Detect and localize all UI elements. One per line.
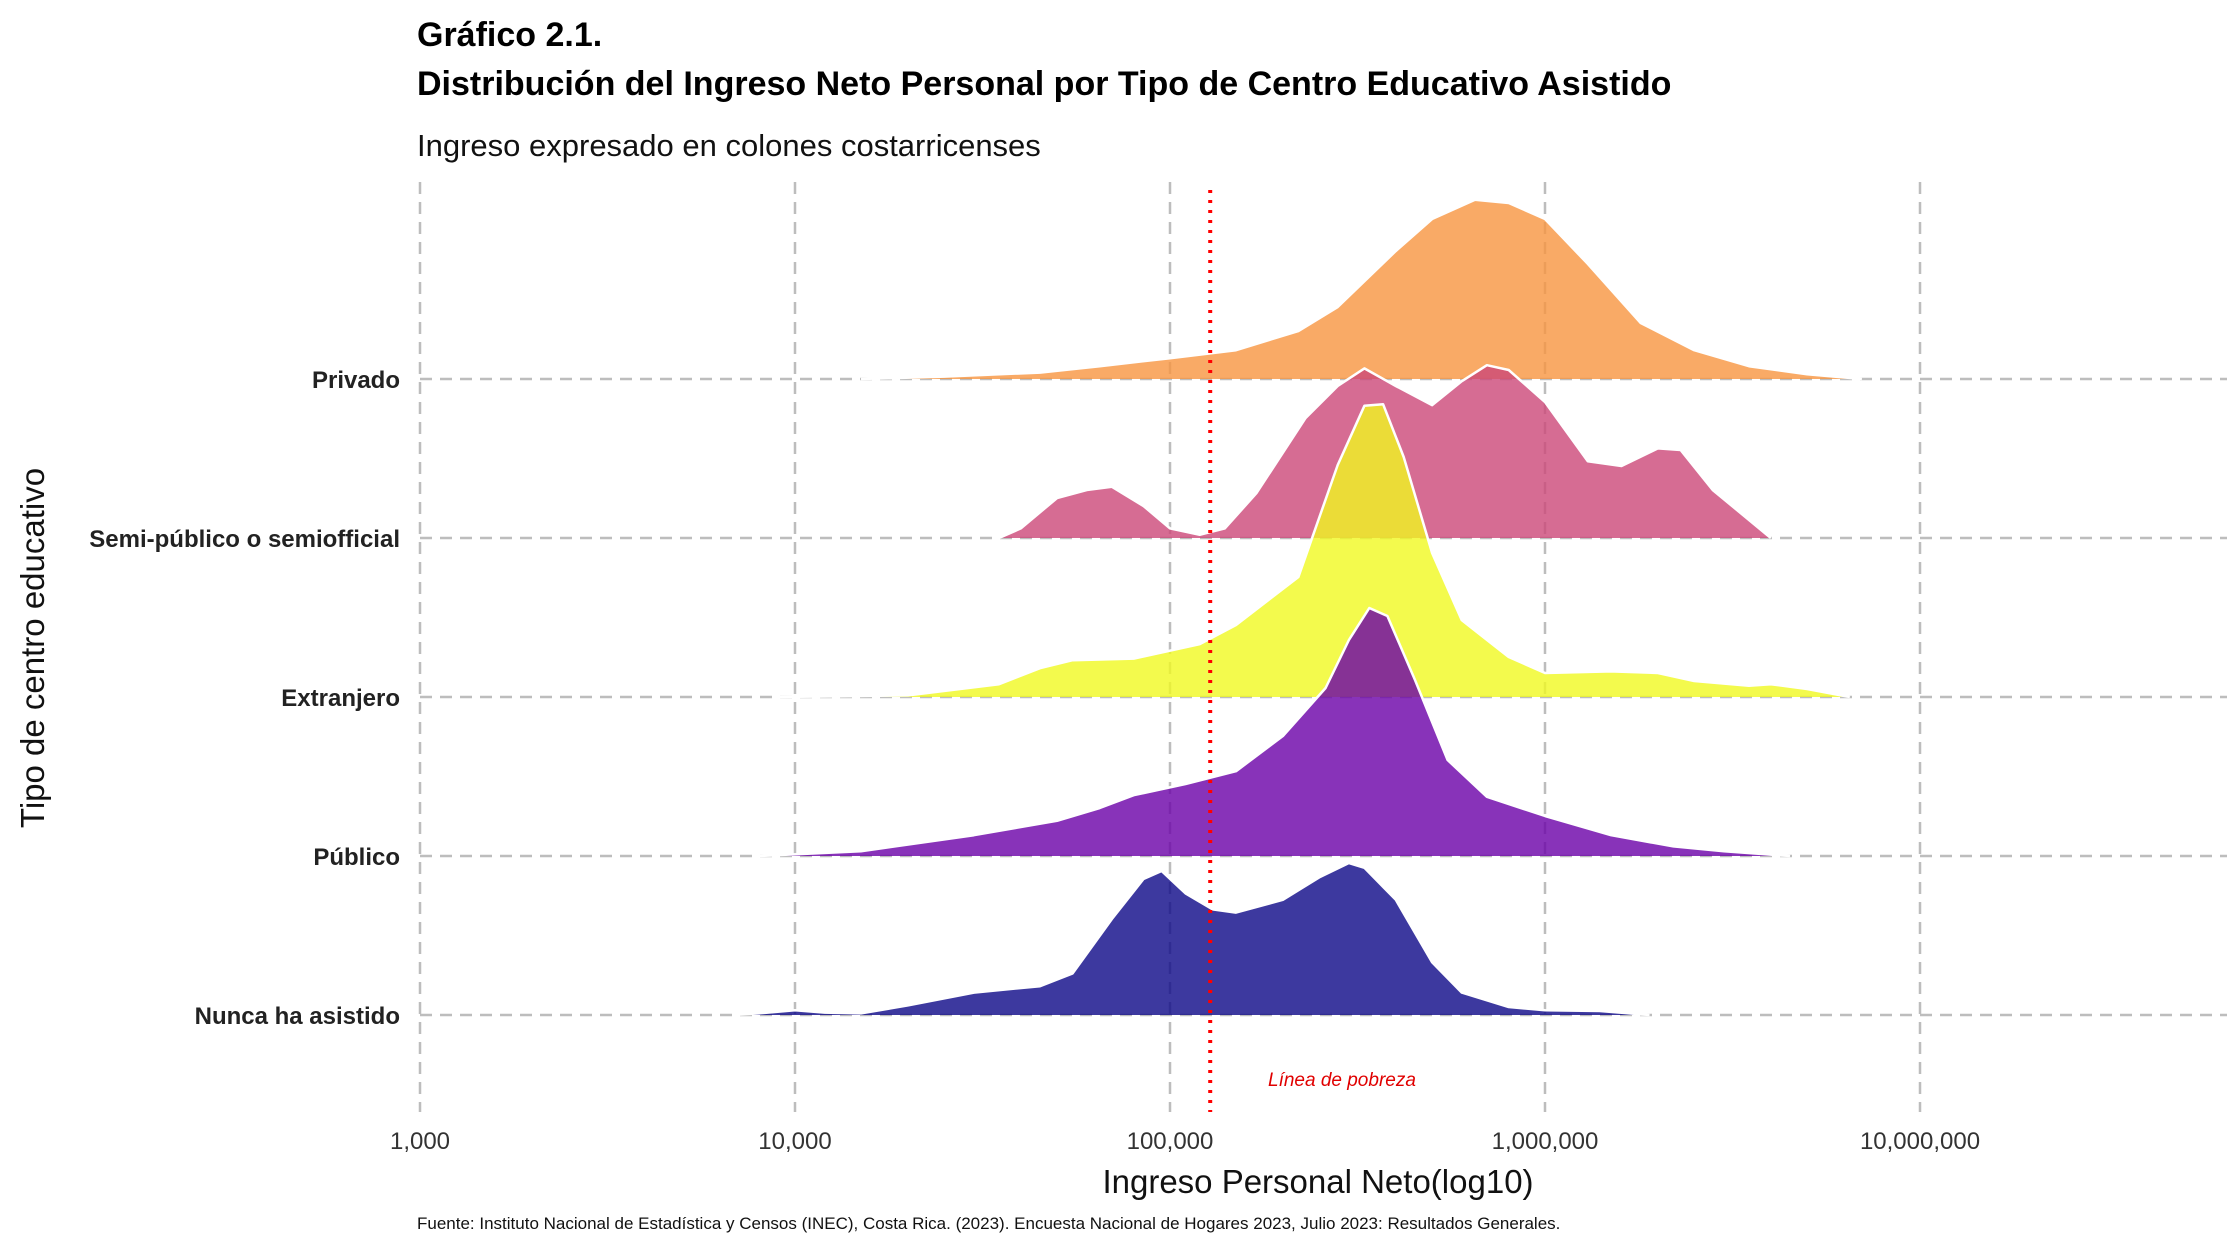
ridges-layer (732, 198, 1863, 1017)
y-category-label: Nunca ha asistido (195, 1003, 400, 1030)
ridge-outline (758, 606, 1791, 858)
caption: Fuente: Instituto Nacional de Estadístic… (417, 1214, 1560, 1233)
ridge-outline (998, 363, 1772, 540)
labels-layer: Gráfico 2.1. Distribución del Ingreso Ne… (14, 16, 1671, 1233)
y-category-label: Extranjero (281, 685, 400, 712)
y-category-label: Público (313, 844, 400, 871)
x-tick-labels: 1,000 10,000 100,000 1,000,000 10,000,000 (390, 1128, 1980, 1155)
ridge-area (861, 199, 1862, 379)
x-axis-label: Ingreso Personal Neto(log10) (1102, 1163, 1533, 1200)
chart-title: Gráfico 2.1. (417, 16, 602, 54)
y-category-labels: Nunca ha asistido Público Extranjero Semi-p… (89, 367, 400, 1030)
y-category-label: Privado (312, 367, 400, 394)
ridge-outline (860, 198, 1863, 381)
x-tick-label: 10,000,000 (1860, 1128, 1980, 1155)
y-axis-label: Tipo de centro educativo (14, 468, 51, 828)
ridge-area (758, 608, 1791, 856)
x-tick-label: 1,000 (390, 1128, 450, 1155)
x-tick-label: 10,000 (758, 1128, 831, 1155)
poverty-line-label: Línea de pobreza (1268, 1070, 1416, 1091)
ridge-area (777, 404, 1850, 697)
ridge-outline (777, 402, 1851, 699)
x-tick-label: 1,000,000 (1492, 1128, 1599, 1155)
chart-subtitle: Ingreso expresado en colones costarricen… (417, 128, 1041, 163)
y-category-label: Semi-público o semiofficial (89, 526, 400, 553)
chart-title-line2: Distribución del Ingreso Neto Personal p… (417, 65, 1671, 103)
x-tick-label: 100,000 (1127, 1128, 1214, 1155)
ridge-area (732, 863, 1650, 1015)
ridge-outline (732, 861, 1650, 1017)
